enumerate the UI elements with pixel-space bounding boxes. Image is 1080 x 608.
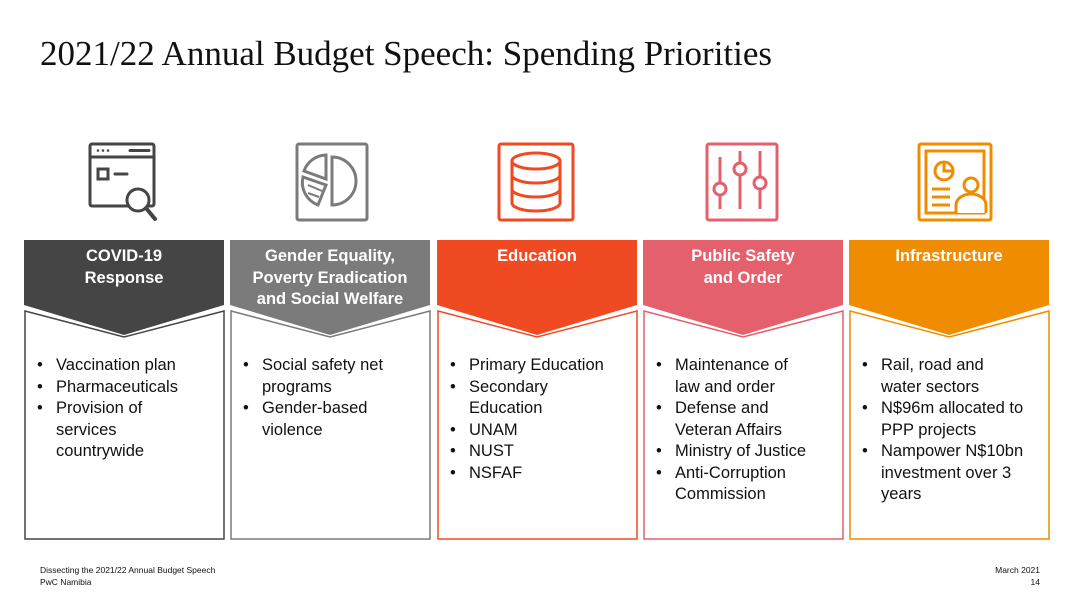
footer-company: PwC Namibia <box>40 577 92 587</box>
content-box-gender <box>230 310 431 540</box>
header-arrow-education <box>437 240 637 335</box>
header-label-education: Education <box>497 247 577 265</box>
content-box-infrastructure <box>849 310 1050 540</box>
bullet-item: Provision of services countrywide <box>36 398 222 463</box>
bullet-item: NSFAF <box>449 463 635 485</box>
bullet-item: Vaccination plan <box>36 355 222 377</box>
bullet-item: Anti-Corruption Commission <box>655 463 841 506</box>
bullet-list-safety: Maintenance of law and order Defense and… <box>655 355 841 506</box>
sliders-icon <box>704 141 784 223</box>
content-box-covid <box>24 310 225 540</box>
bullet-list-education: Primary Education Secondary Education UN… <box>449 355 635 484</box>
database-icon <box>496 141 576 223</box>
presentation-icon <box>916 141 996 223</box>
bullet-item: Maintenance of law and order <box>655 355 841 398</box>
page-number: 14 <box>1030 577 1040 587</box>
content-box-education <box>437 310 638 540</box>
bullet-item: Secondary Education <box>449 377 635 420</box>
bullet-list-gender: Social safety net programs Gender-based … <box>242 355 428 441</box>
bullet-item: Nampower N$10bn investment over 3 years <box>861 441 1047 506</box>
bullet-item: Defense and Veteran Affairs <box>655 398 841 441</box>
header-label-safety: Public Safety and Order <box>691 247 795 287</box>
bullet-item: N$96m allocated to PPP projects <box>861 398 1047 441</box>
bullet-item: Primary Education <box>449 355 635 377</box>
bullet-item: UNAM <box>449 420 635 442</box>
footer-date: March 2021 <box>995 565 1040 575</box>
bullet-item: Pharmaceuticals <box>36 377 222 399</box>
bullet-list-infrastructure: Rail, road and water sectors N$96m alloc… <box>861 355 1047 506</box>
page-title: 2021/22 Annual Budget Speech: Spending P… <box>40 34 773 73</box>
header-arrow-infrastructure <box>849 240 1049 335</box>
bullet-item: Social safety net programs <box>242 355 428 398</box>
header-label-gender: Gender Equality, Poverty Eradication and… <box>252 247 408 308</box>
header-arrow-safety <box>643 240 843 335</box>
bullet-list-covid: Vaccination plan Pharmaceuticals Provisi… <box>36 355 222 463</box>
bullet-item: Gender-based violence <box>242 398 428 441</box>
header-arrow-gender <box>230 240 430 335</box>
bullet-item: Rail, road and water sectors <box>861 355 1047 398</box>
header-label-infrastructure: Infrastructure <box>895 247 1003 265</box>
bullet-item: NUST <box>449 441 635 463</box>
browser-search-icon <box>87 141 167 223</box>
pie-chart-icon <box>294 141 374 223</box>
header-arrow-covid <box>24 240 224 335</box>
footer-source: Dissecting the 2021/22 Annual Budget Spe… <box>40 565 216 575</box>
content-box-safety <box>643 310 844 540</box>
bullet-item: Ministry of Justice <box>655 441 841 463</box>
header-label-covid: COVID-19 Response <box>84 247 164 287</box>
